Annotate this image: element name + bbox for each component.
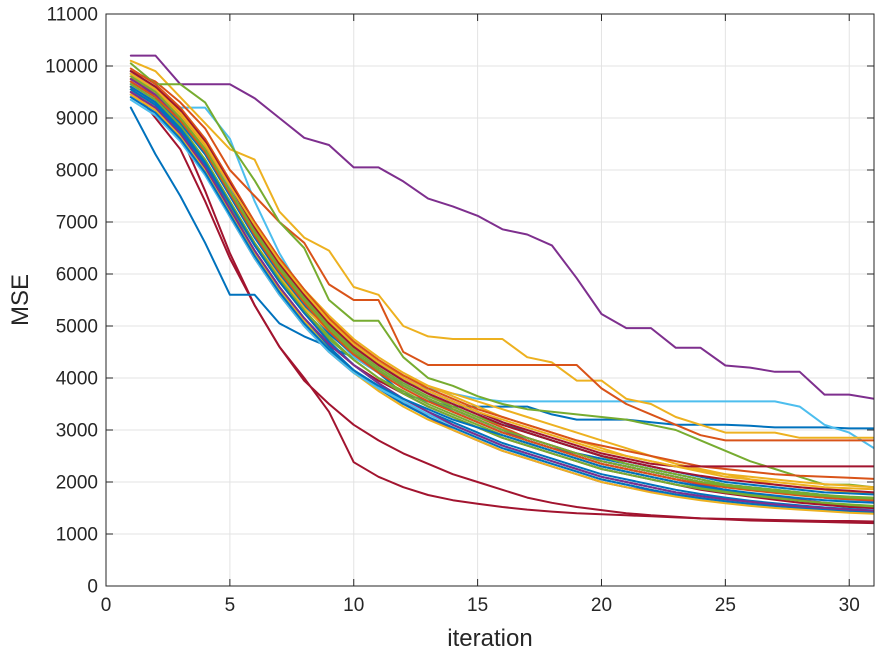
series-line-run-33 (129, 91, 874, 512)
series-line-run-34 (129, 75, 874, 500)
y-tick-label: 3000 (56, 421, 98, 442)
series-line-run-25 (129, 93, 874, 515)
series-line-run-8 (129, 62, 874, 489)
series-line-run-31 (129, 80, 874, 502)
x-axis-label: iteration (447, 625, 532, 652)
y-tick-label: 0 (87, 577, 98, 598)
y-tick-label: 5000 (56, 317, 98, 338)
x-tick-label: 20 (591, 595, 612, 616)
series-line-run-1 (129, 54, 874, 400)
x-tick-label: 30 (839, 595, 860, 616)
series-line-run-5 (129, 91, 874, 450)
y-tick-label: 4000 (56, 369, 98, 390)
series-line-run-35 (129, 96, 874, 504)
y-axis-label: MSE (7, 274, 34, 326)
x-tick-label: 5 (225, 595, 236, 616)
x-tick-label: 0 (101, 595, 112, 616)
series-line-run-7 (129, 70, 874, 442)
y-tick-label: 11000 (47, 5, 98, 26)
series-line-run-30 (129, 85, 874, 512)
x-tick-label: 10 (343, 595, 364, 616)
series-line-run-22 (129, 72, 874, 494)
y-tick-label: 6000 (56, 265, 98, 286)
y-tick-label: 1000 (56, 525, 98, 546)
y-tick-label: 9000 (56, 109, 98, 130)
y-tick-label: 2000 (56, 473, 98, 494)
series-line-run-3 (129, 75, 874, 523)
series-line-run-24 (129, 67, 874, 480)
series-line-run-27 (129, 83, 874, 507)
series-group (129, 54, 874, 525)
ticks: 0100020003000400050006000700080009000100… (45, 5, 874, 616)
axes-frame (105, 13, 875, 587)
series-line-run-4 (129, 106, 874, 430)
y-tick-label: 10000 (45, 57, 98, 78)
x-tick-label: 25 (715, 595, 736, 616)
y-tick-label: 7000 (56, 213, 98, 234)
y-tick-label: 8000 (56, 161, 98, 182)
x-tick-label: 15 (467, 595, 488, 616)
series-line-run-6 (129, 59, 874, 439)
series-line-run-32 (129, 72, 874, 489)
